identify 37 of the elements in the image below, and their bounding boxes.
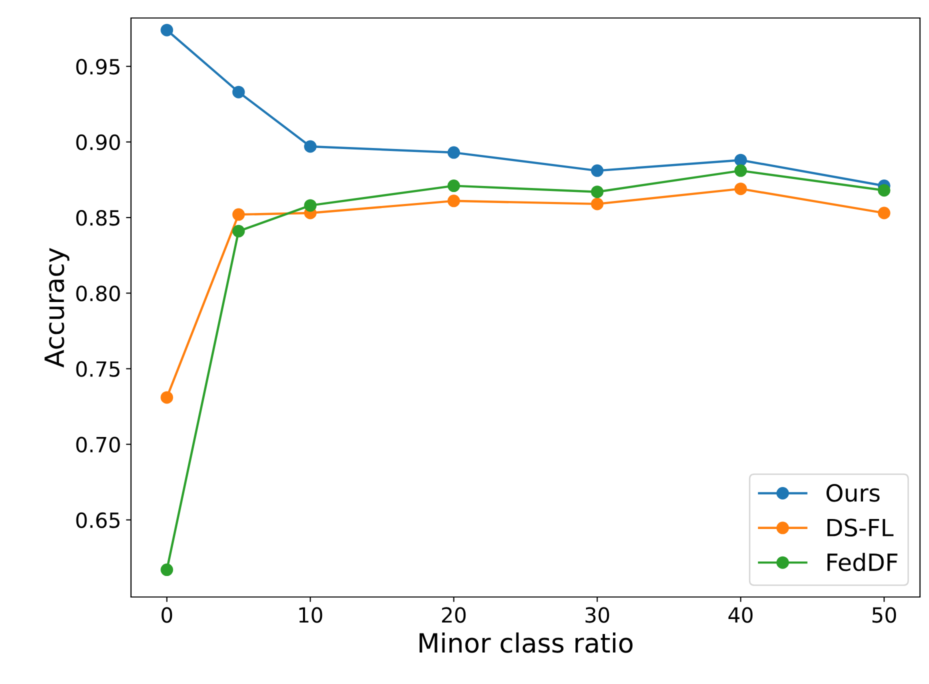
y-tick-label: 0.95: [76, 58, 120, 75]
point: [590, 164, 604, 177]
point: [734, 164, 747, 177]
point: [160, 24, 174, 36]
y-tick-label: 0.90: [76, 134, 120, 150]
x-tick-label: 0: [162, 607, 172, 623]
point: [878, 206, 890, 220]
point: [232, 86, 245, 98]
point: [878, 184, 890, 197]
legend-label: FedDF: [828, 552, 898, 572]
point: [734, 154, 747, 166]
point: [448, 194, 460, 208]
y-tick-label: 0.65: [76, 512, 120, 528]
point: [160, 564, 174, 576]
y-tick-label: 0.80: [76, 286, 120, 302]
point: [232, 208, 245, 221]
x-tick-label: 20: [442, 607, 466, 623]
point: [734, 182, 747, 196]
x-tick-label: 30: [586, 607, 610, 623]
x-tick-label: 40: [728, 607, 753, 623]
legend-label: DS-FL: [828, 518, 894, 537]
y-tick-label: 0.85: [76, 210, 120, 226]
x-tick-label: 10: [299, 607, 322, 623]
x-tick-label: 50: [872, 607, 896, 623]
point: [304, 199, 317, 212]
point: [590, 186, 604, 198]
y-axis-title: Accuracy: [44, 248, 70, 368]
point: [232, 224, 245, 238]
y-tick-label: 0.75: [76, 361, 120, 377]
point: [160, 391, 174, 404]
legend-label: Ours: [826, 484, 880, 502]
y-tick-label: 0.70: [76, 436, 120, 453]
x-axis-title: Minor class ratio: [420, 632, 633, 653]
point: [448, 146, 460, 159]
point: [448, 180, 460, 192]
point: [304, 140, 317, 153]
point: [590, 198, 604, 210]
